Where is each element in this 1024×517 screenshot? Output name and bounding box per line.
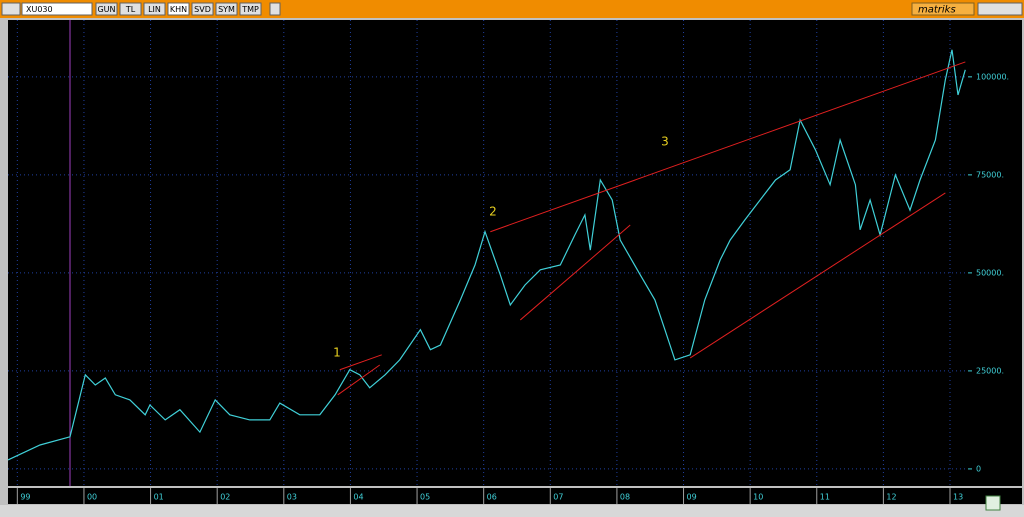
- x-tick-label: 08: [620, 493, 630, 502]
- toolbar-button-label: SYM: [218, 5, 235, 14]
- x-tick-label: 02: [220, 493, 230, 502]
- toolbar-button-label: KHN: [170, 5, 187, 14]
- x-tick-label: 07: [553, 493, 563, 502]
- y-tick-label: 50000.: [976, 268, 1004, 277]
- refresh-button[interactable]: [985, 495, 1001, 511]
- symbol: XU030: [26, 5, 53, 14]
- trend-line: [490, 61, 966, 233]
- x-tick-label: 03: [287, 493, 297, 502]
- toolbar-button[interactable]: [215, 2, 238, 16]
- x-tick-label: 11: [820, 493, 830, 502]
- toolbar-button-label: GUN: [97, 5, 115, 14]
- x-tick-label: 99: [20, 493, 30, 502]
- app-icon[interactable]: [1, 2, 21, 16]
- x-tick-label: 06: [487, 493, 497, 502]
- toolbar-button-label: SVD: [194, 5, 211, 14]
- plot-area: [8, 20, 968, 486]
- button-group: GUN TL LIN KHN SVD SYM TMP: [95, 2, 262, 16]
- x-tick-label: 04: [353, 493, 363, 502]
- toolbar-button[interactable]: [95, 2, 118, 16]
- y-tick-label: 25000.: [976, 366, 1004, 375]
- y-axis-panel: [968, 20, 1022, 486]
- x-tick-label: 13: [953, 493, 963, 502]
- y-tick-label: 0: [976, 464, 981, 473]
- trend-line: [519, 224, 631, 321]
- x-tick-label: 05: [420, 493, 430, 502]
- symbol-box[interactable]: [21, 2, 93, 16]
- dropdown[interactable]: [269, 2, 281, 16]
- annotation: 2: [489, 205, 497, 219]
- x-tick-label: 01: [154, 493, 164, 502]
- toolbar-button[interactable]: [239, 2, 262, 16]
- toolbar-button-label: LIN: [148, 5, 161, 14]
- brand: matriks: [918, 5, 956, 16]
- price-line: [7, 49, 966, 461]
- toolbar-button[interactable]: [167, 2, 190, 16]
- toolbar-button-label: TMP: [241, 5, 259, 14]
- annotation: 3: [661, 135, 669, 149]
- x-tick-label: 09: [687, 493, 697, 502]
- window-controls[interactable]: [977, 2, 1023, 16]
- toolbar-button[interactable]: [191, 2, 214, 16]
- y-tick-label: 75000.: [976, 170, 1004, 179]
- x-tick-label: 12: [886, 493, 896, 502]
- x-tick-label: 00: [87, 493, 97, 502]
- annotation: 1: [333, 346, 341, 360]
- trend-line: [339, 354, 382, 371]
- x-axis-panel: [8, 488, 1022, 504]
- y-tick-label: 100000.: [976, 72, 1009, 81]
- x-tick-label: 10: [753, 493, 763, 502]
- toolbar-button[interactable]: [119, 2, 142, 16]
- toolbar-button[interactable]: [143, 2, 166, 16]
- trend-line: [689, 192, 946, 359]
- brand-box: [911, 2, 975, 16]
- trend-line: [337, 364, 381, 396]
- scrollbar[interactable]: [0, 505, 1024, 517]
- toolbar-button-label: TL: [125, 5, 136, 14]
